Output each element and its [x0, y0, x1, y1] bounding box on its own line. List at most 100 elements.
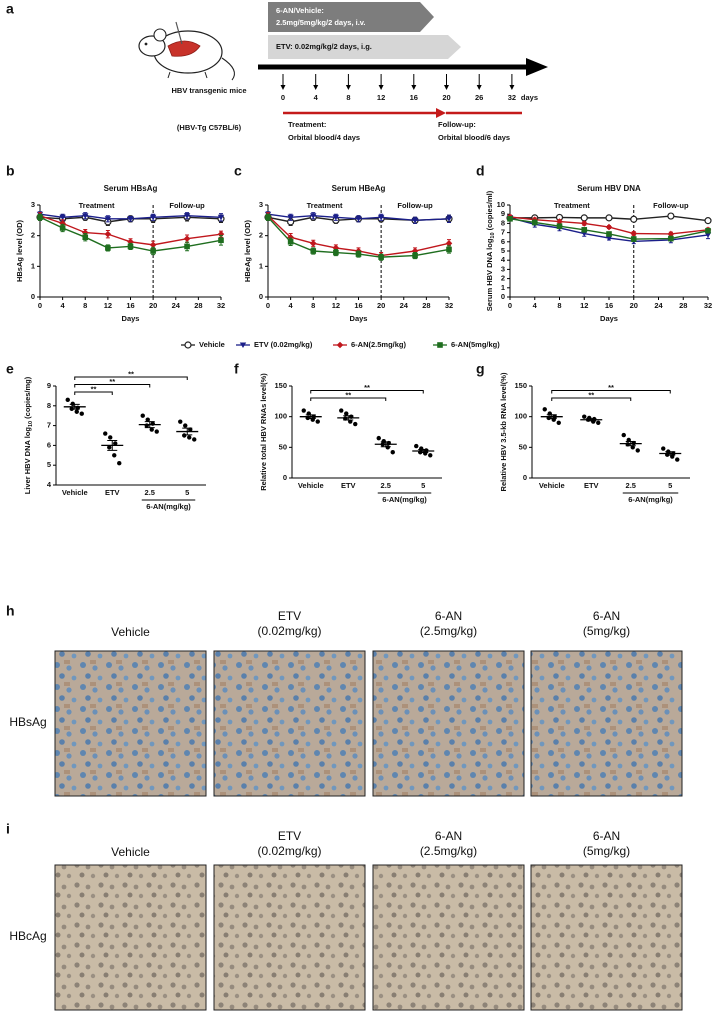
data-point — [428, 453, 433, 458]
y-axis-label-part: (copies/mg) — [23, 376, 32, 421]
x-tick-label: 16 — [605, 301, 613, 310]
y-axis-label: Liver HBV DNA log10 (copies/mg) — [23, 376, 34, 494]
data-point — [635, 448, 640, 453]
marker — [333, 249, 339, 256]
marker — [507, 216, 513, 222]
marker — [630, 236, 637, 242]
column-label: ETV — [278, 609, 301, 623]
data-point — [315, 419, 320, 424]
data-point — [74, 409, 79, 414]
x-tick-label: 20 — [377, 301, 385, 310]
column-label: Vehicle — [111, 625, 150, 639]
y-tick-label: 3 — [501, 264, 505, 273]
data-point — [661, 446, 666, 451]
y-tick-label: 150 — [274, 381, 287, 390]
marker — [332, 244, 340, 252]
significance-bracket — [74, 391, 113, 395]
marker — [184, 243, 190, 250]
x-tick-label: 0 — [508, 301, 512, 310]
sem-bar — [380, 441, 391, 448]
marker — [184, 341, 192, 349]
x-tick-label: 8 — [311, 301, 315, 310]
micrograph — [213, 864, 366, 1011]
column-label: (2.5mg/kg) — [420, 844, 477, 858]
panel-label: e — [6, 361, 14, 377]
sem-bar — [69, 403, 80, 410]
x-tick-label: 4 — [533, 301, 538, 310]
panel-label: a — [6, 1, 14, 17]
marker — [606, 231, 612, 237]
y-tick-label: 3 — [259, 200, 263, 209]
data-point — [376, 435, 381, 441]
arrow1-line1: 6-AN/Vehicle: — [276, 6, 324, 15]
series-line — [267, 213, 450, 222]
marker — [149, 241, 157, 249]
data-point — [113, 441, 118, 446]
y-axis-label-part: 10 — [28, 421, 34, 427]
y-axis-label: HBeAg level (OD) — [243, 219, 252, 282]
data-point — [596, 420, 601, 425]
marker — [667, 212, 675, 220]
sem-bar — [665, 451, 676, 456]
marker — [59, 225, 66, 231]
y-tick-label: 4 — [47, 480, 52, 489]
marker — [105, 245, 111, 251]
day-label: 32 — [508, 93, 516, 102]
panel-label: g — [476, 361, 485, 377]
treatment-detail: Orbital blood/4 days — [288, 133, 360, 142]
marker — [556, 223, 563, 229]
marker — [287, 233, 294, 241]
day-label: 16 — [410, 93, 418, 102]
x-tick-label: 24 — [654, 301, 663, 310]
marker — [412, 252, 418, 259]
marker — [183, 213, 191, 219]
data-point — [390, 450, 395, 455]
day-arrow-head — [411, 85, 417, 90]
sem-bar — [107, 439, 118, 451]
x-tick-label: 2.5 — [145, 488, 155, 497]
column-label: (0.02mg/kg) — [257, 844, 321, 858]
y-tick-label: 0 — [31, 292, 35, 301]
data-point — [192, 437, 197, 442]
data-point — [70, 401, 75, 407]
x-tick-label: ETV — [105, 488, 120, 497]
x-tick-label: 0 — [38, 301, 42, 310]
y-tick-label: 50 — [279, 442, 287, 451]
mice-strain: (HBV-Tg C57BL/6) — [177, 123, 242, 132]
day-arrow-head — [345, 85, 351, 90]
y-tick-label: 7 — [501, 228, 505, 237]
series-line — [509, 216, 709, 235]
data-point — [79, 411, 84, 416]
arrow2-label: ETV: 0.02mg/kg/2 days, i.g. — [276, 42, 372, 51]
x-tick-label: ETV — [341, 481, 356, 490]
y-tick-label: 9 — [47, 381, 51, 390]
y-tick-label: 0 — [283, 473, 287, 482]
x-tick-label: 4 — [289, 301, 294, 310]
data-point — [301, 408, 306, 413]
data-point — [187, 435, 192, 440]
sem-bar — [546, 414, 557, 420]
marker — [605, 223, 613, 231]
marker — [127, 243, 134, 250]
x-tick-label: 28 — [194, 301, 202, 310]
group-label: 6-AN(mg/kg) — [146, 502, 191, 511]
data-point — [103, 431, 108, 436]
marker — [104, 216, 112, 222]
marker — [437, 342, 443, 348]
significance-label: ** — [364, 383, 370, 392]
x-tick-label: 16 — [354, 301, 362, 310]
marker — [265, 214, 271, 221]
y-tick-label: 6 — [47, 440, 51, 449]
x-tick-label: 12 — [580, 301, 588, 310]
x-tick-label: 24 — [172, 301, 181, 310]
x-tick-label: Vehicle — [62, 488, 88, 497]
data-point — [149, 427, 154, 432]
y-tick-label: 0 — [501, 292, 505, 301]
column-label: (0.02mg/kg) — [257, 624, 321, 638]
y-tick-label: 4 — [501, 255, 506, 264]
marker — [310, 213, 317, 219]
data-point — [182, 433, 187, 438]
panel-label: h — [6, 603, 15, 619]
x-tick-label: 12 — [332, 301, 340, 310]
marker — [310, 248, 317, 254]
